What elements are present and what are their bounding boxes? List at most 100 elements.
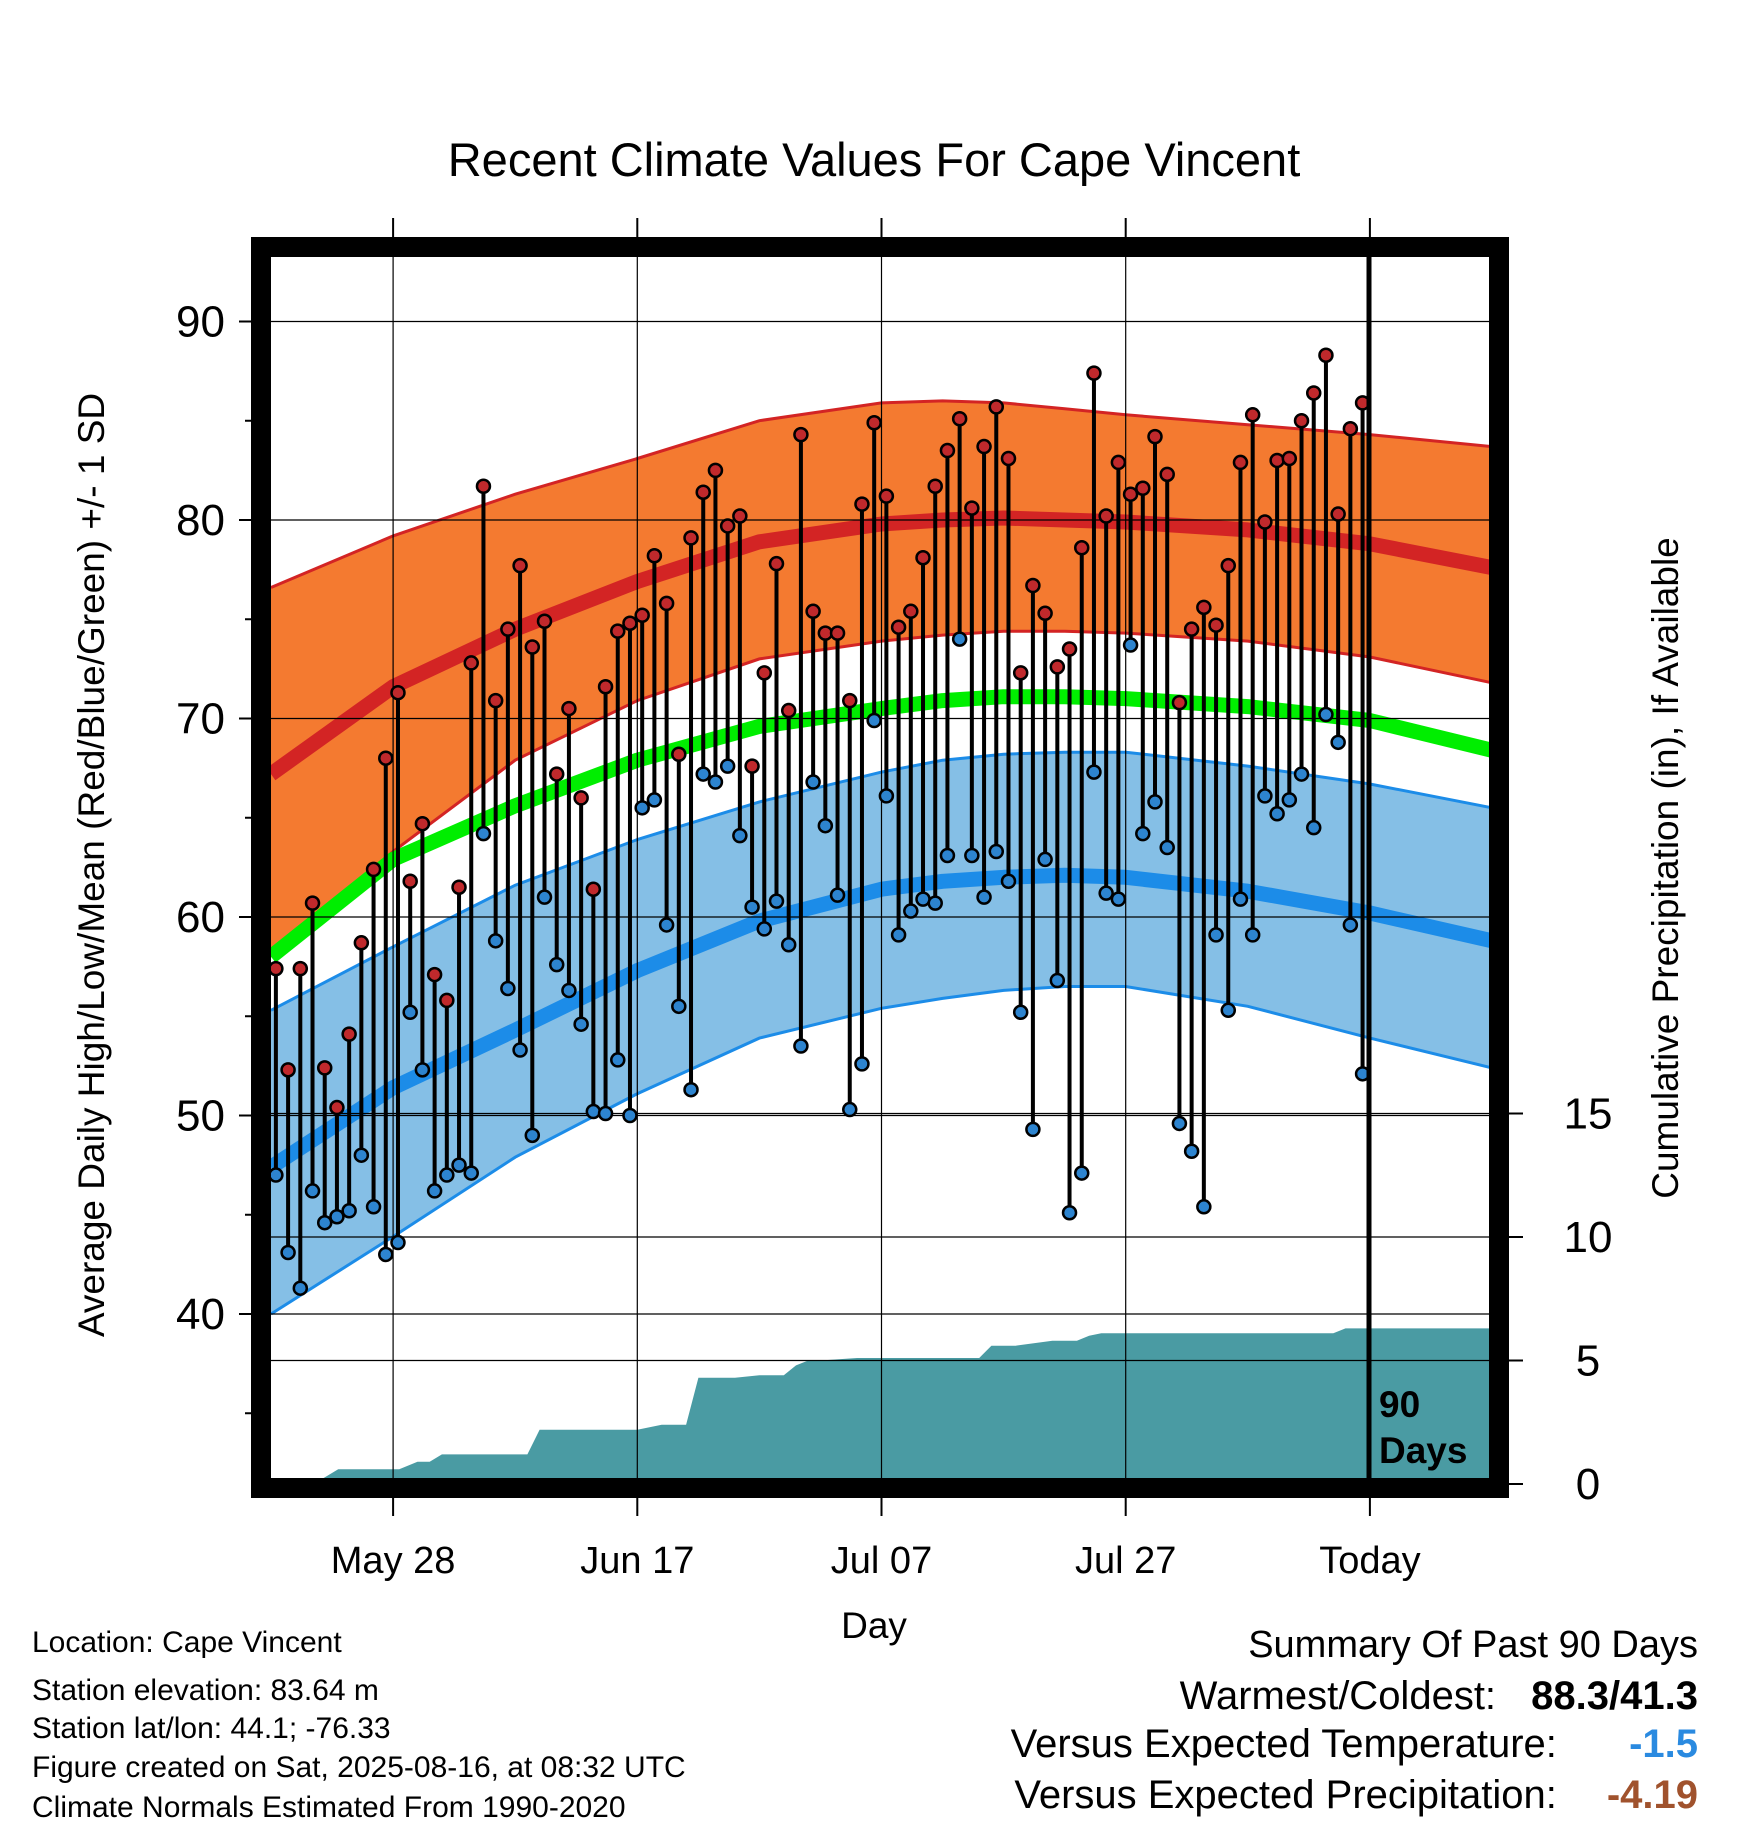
high-sd-band: [271, 400, 1492, 957]
high-point: [524, 639, 541, 655]
high-point: [414, 815, 431, 832]
high-point: [1232, 454, 1249, 471]
high-point: [463, 655, 479, 671]
low-point: [378, 1246, 394, 1263]
high-point: [768, 555, 785, 572]
high-point: [1025, 577, 1041, 594]
y2-tick-label: 5: [1576, 1337, 1600, 1386]
low-point: [1281, 792, 1298, 808]
low-point: [439, 1167, 455, 1183]
summary-temp-value: -1.5: [1629, 1722, 1698, 1766]
low-point: [842, 1101, 858, 1118]
low-point: [512, 1042, 528, 1058]
plot-frame: [251, 237, 1509, 1498]
low-point: [671, 998, 687, 1015]
low-point: [1183, 1143, 1200, 1159]
low-point: [951, 631, 968, 647]
low-point: [903, 903, 919, 919]
low-point: [573, 1016, 589, 1032]
low-point: [793, 1038, 809, 1054]
high-point: [1257, 514, 1273, 530]
high-point: [548, 766, 565, 782]
low-point: [414, 1062, 431, 1078]
info-normals: Climate Normals Estimated From 1990-2020: [32, 1791, 626, 1824]
high-point: [915, 549, 931, 566]
high-point: [292, 960, 309, 977]
high-point: [1171, 694, 1188, 711]
x-tick-label: Jul 27: [1075, 1540, 1176, 1582]
high-point: [951, 411, 968, 427]
high-point: [805, 603, 821, 620]
low-point: [353, 1147, 370, 1163]
low-point: [1012, 1004, 1029, 1021]
high-point: [927, 478, 943, 495]
high-point: [1049, 659, 1066, 675]
high-point: [329, 1099, 345, 1116]
high-point: [1318, 347, 1334, 363]
high-point: [341, 1026, 357, 1042]
y-tick-label: 60: [176, 893, 225, 942]
low-point: [329, 1208, 345, 1225]
low-point: [1208, 927, 1224, 943]
summary-warmest-label: Warmest/Coldest:: [1179, 1674, 1497, 1718]
y-tick-label: 40: [176, 1290, 225, 1339]
high-point: [988, 399, 1005, 415]
high-point: [536, 613, 553, 629]
x-axis-label: Day: [841, 1605, 907, 1646]
low-point: [1122, 637, 1139, 653]
summary-precip-label: Versus Expected Precipitation:: [1014, 1773, 1557, 1817]
today-window-label-days-word: Days: [1379, 1430, 1467, 1471]
low-sd-band: [271, 752, 1492, 1314]
high-sd-band-lower-edge: [270, 629, 1493, 958]
today-window-label-days-count: 90: [1379, 1384, 1420, 1425]
low-point: [548, 956, 565, 973]
x-tick-label: May 28: [331, 1540, 456, 1582]
high-point: [365, 861, 382, 878]
high-point: [1244, 407, 1261, 423]
high-point: [1196, 599, 1212, 616]
low-point: [1037, 851, 1053, 868]
high-point: [1000, 450, 1017, 467]
y-tick-label: 80: [176, 496, 225, 545]
high-point: [1061, 641, 1078, 657]
high-point: [866, 414, 882, 431]
low-point: [487, 933, 504, 949]
low-point: [866, 712, 882, 729]
info-created: Figure created on Sat, 2025-08-16, at 08…: [32, 1751, 686, 1784]
today-window-label: 90 Days: [1379, 1384, 1467, 1471]
high-point: [573, 790, 589, 806]
x-tick-label: Today: [1319, 1540, 1420, 1582]
low-point: [341, 1203, 357, 1219]
summary-warmest-row: Warmest/Coldest: 88.3/41.3: [1180, 1674, 1698, 1719]
low-point: [622, 1107, 638, 1124]
high-point: [756, 665, 773, 681]
low-point: [939, 847, 956, 864]
low-point: [402, 1004, 418, 1021]
high-point: [1281, 450, 1298, 467]
x-tick-label: Jun 17: [580, 1540, 694, 1582]
y-tick-label: 70: [176, 695, 225, 744]
low-sd-band-lower-edge: [270, 985, 1493, 1316]
normal-low-line: [266, 867, 1494, 1174]
low-point: [475, 825, 492, 842]
plot-area: [266, 257, 1494, 1485]
high-point: [390, 684, 406, 701]
low-point: [1220, 1002, 1237, 1019]
high-point: [890, 619, 907, 635]
low-point: [927, 895, 943, 911]
low-point: [610, 1052, 626, 1068]
low-point: [805, 774, 821, 790]
info-elevation: Station elevation: 83.64 m: [32, 1674, 379, 1707]
low-point: [1098, 885, 1114, 901]
high-point: [719, 518, 736, 534]
low-point: [426, 1183, 443, 1199]
high-point: [683, 530, 699, 546]
low-point: [890, 927, 907, 943]
high-point: [1159, 466, 1175, 483]
low-point: [988, 843, 1005, 860]
high-sd-band-upper-edge: [270, 399, 1493, 589]
low-point: [390, 1234, 406, 1251]
high-point: [1342, 420, 1359, 437]
high-point: [487, 692, 504, 709]
low-point: [634, 800, 650, 816]
